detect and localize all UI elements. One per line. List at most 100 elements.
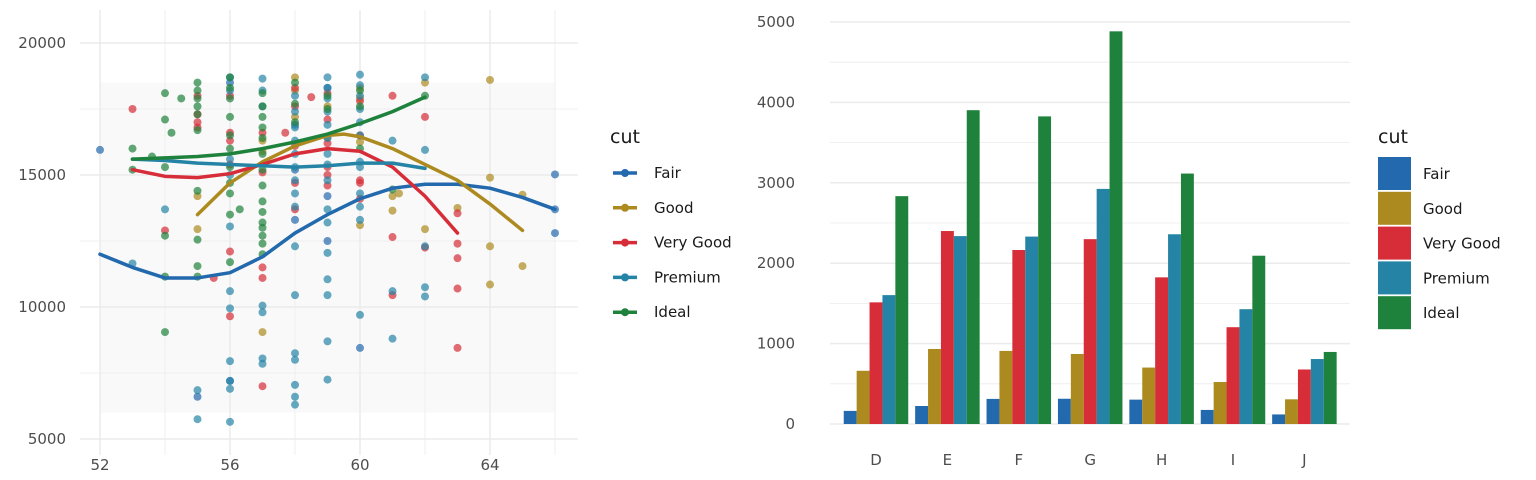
data-point-premium xyxy=(291,291,299,300)
data-point-fair xyxy=(551,170,559,179)
data-point-premium xyxy=(226,222,234,231)
data-point-good xyxy=(193,225,202,234)
data-point-very-good xyxy=(258,263,267,272)
data-point-ideal xyxy=(258,197,267,206)
data-point-ideal xyxy=(258,207,267,216)
bar-H-very-good xyxy=(1155,277,1169,424)
legend-title: cut xyxy=(610,126,640,148)
smooth-line-very-good xyxy=(130,146,460,235)
data-point-very-good xyxy=(453,239,462,248)
data-point-ideal xyxy=(291,99,299,108)
bar-I-good xyxy=(1213,382,1227,424)
scatter-panel: 5000 10000 15000 20000 52 56 60 64 cut Fair Good Ve… xyxy=(18,10,732,474)
data-point-ideal xyxy=(226,258,234,267)
data-point-premium xyxy=(226,304,234,313)
y-tick-label: 1000 xyxy=(757,335,795,353)
y-tick-label: 5000 xyxy=(28,430,66,448)
bar-J-very-good xyxy=(1297,369,1311,424)
data-point-very-good xyxy=(453,343,462,352)
bar-J-ideal xyxy=(1323,351,1337,424)
data-point-very-good xyxy=(281,128,290,137)
legend-key xyxy=(1378,261,1411,295)
data-point-good xyxy=(258,328,267,337)
data-point-good xyxy=(486,242,494,251)
bar-E-premium xyxy=(953,236,967,424)
legend-label: Ideal xyxy=(1423,304,1460,322)
legend-label: Very Good xyxy=(1423,235,1501,253)
data-point-fair xyxy=(356,343,364,352)
data-point-ideal xyxy=(193,94,202,103)
data-point-very-good xyxy=(258,273,267,282)
data-point-ideal xyxy=(235,205,244,214)
smooth-line-ideal xyxy=(130,95,427,161)
bar-G-good xyxy=(1070,353,1084,424)
data-point-premium xyxy=(323,176,332,185)
data-point-very-good xyxy=(258,382,267,391)
data-point-premium xyxy=(258,74,267,83)
x-tick-label: I xyxy=(1231,451,1235,469)
bar-J-fair xyxy=(1272,414,1286,424)
data-point-fair xyxy=(323,237,332,245)
smooth-line-fair xyxy=(98,182,557,280)
data-point-premium xyxy=(388,287,397,296)
data-point-premium xyxy=(323,149,332,158)
legend-key xyxy=(1378,157,1411,190)
data-point-ideal xyxy=(226,112,234,121)
data-point-ideal xyxy=(356,86,364,95)
data-point-premium xyxy=(356,189,364,198)
data-point-very-good xyxy=(226,247,234,256)
data-point-premium xyxy=(388,136,397,145)
bar-G-very-good xyxy=(1083,239,1097,424)
data-point-premium xyxy=(291,107,299,116)
bar-G-premium xyxy=(1096,188,1110,424)
data-point-ideal xyxy=(258,89,267,98)
data-point-ideal xyxy=(193,262,202,271)
data-point-premium xyxy=(323,291,332,300)
data-point-ideal xyxy=(193,110,202,119)
bar-D-premium xyxy=(882,295,896,424)
data-point-premium xyxy=(258,359,267,368)
data-point-fair xyxy=(96,145,104,154)
data-point-premium xyxy=(291,400,299,409)
data-point-ideal xyxy=(161,163,169,172)
legend-title: cut xyxy=(1378,126,1408,148)
data-point-ideal xyxy=(161,115,169,124)
bar-F-good xyxy=(999,350,1013,424)
data-point-ideal xyxy=(226,131,234,140)
x-tick-label: 64 xyxy=(480,456,499,474)
x-tick-label: 60 xyxy=(350,456,369,474)
data-point-premium xyxy=(291,380,299,389)
data-point-premium xyxy=(291,355,299,364)
bar-D-ideal xyxy=(895,196,909,424)
data-point-premium xyxy=(323,120,332,129)
data-point-premium xyxy=(323,83,332,92)
data-point-very-good xyxy=(388,233,397,242)
legend-label: Fair xyxy=(1423,165,1451,183)
data-point-good xyxy=(421,225,429,234)
legend-label: Premium xyxy=(1423,269,1490,287)
data-point-fair xyxy=(323,192,332,201)
bar-F-ideal xyxy=(1038,116,1052,425)
data-point-premium xyxy=(323,275,332,284)
data-point-ideal xyxy=(193,102,202,111)
data-point-premium xyxy=(226,155,234,164)
data-point-ideal xyxy=(193,86,202,95)
bar-I-very-good xyxy=(1226,327,1240,424)
data-point-premium xyxy=(226,384,234,393)
data-point-ideal xyxy=(291,78,299,87)
data-point-ideal xyxy=(291,118,299,127)
data-point-ideal xyxy=(161,231,169,240)
bar-H-premium xyxy=(1168,234,1181,424)
data-point-fair xyxy=(193,392,202,401)
legend-key xyxy=(1378,296,1411,330)
data-point-ideal xyxy=(258,102,267,111)
data-point-good xyxy=(486,173,494,182)
data-point-premium xyxy=(258,308,267,317)
data-point-ideal xyxy=(226,189,234,198)
data-point-good xyxy=(518,262,527,271)
data-point-ideal xyxy=(177,94,186,103)
x-tick-label: G xyxy=(1084,451,1096,469)
data-point-good xyxy=(388,206,397,215)
bar-F-premium xyxy=(1025,236,1039,424)
